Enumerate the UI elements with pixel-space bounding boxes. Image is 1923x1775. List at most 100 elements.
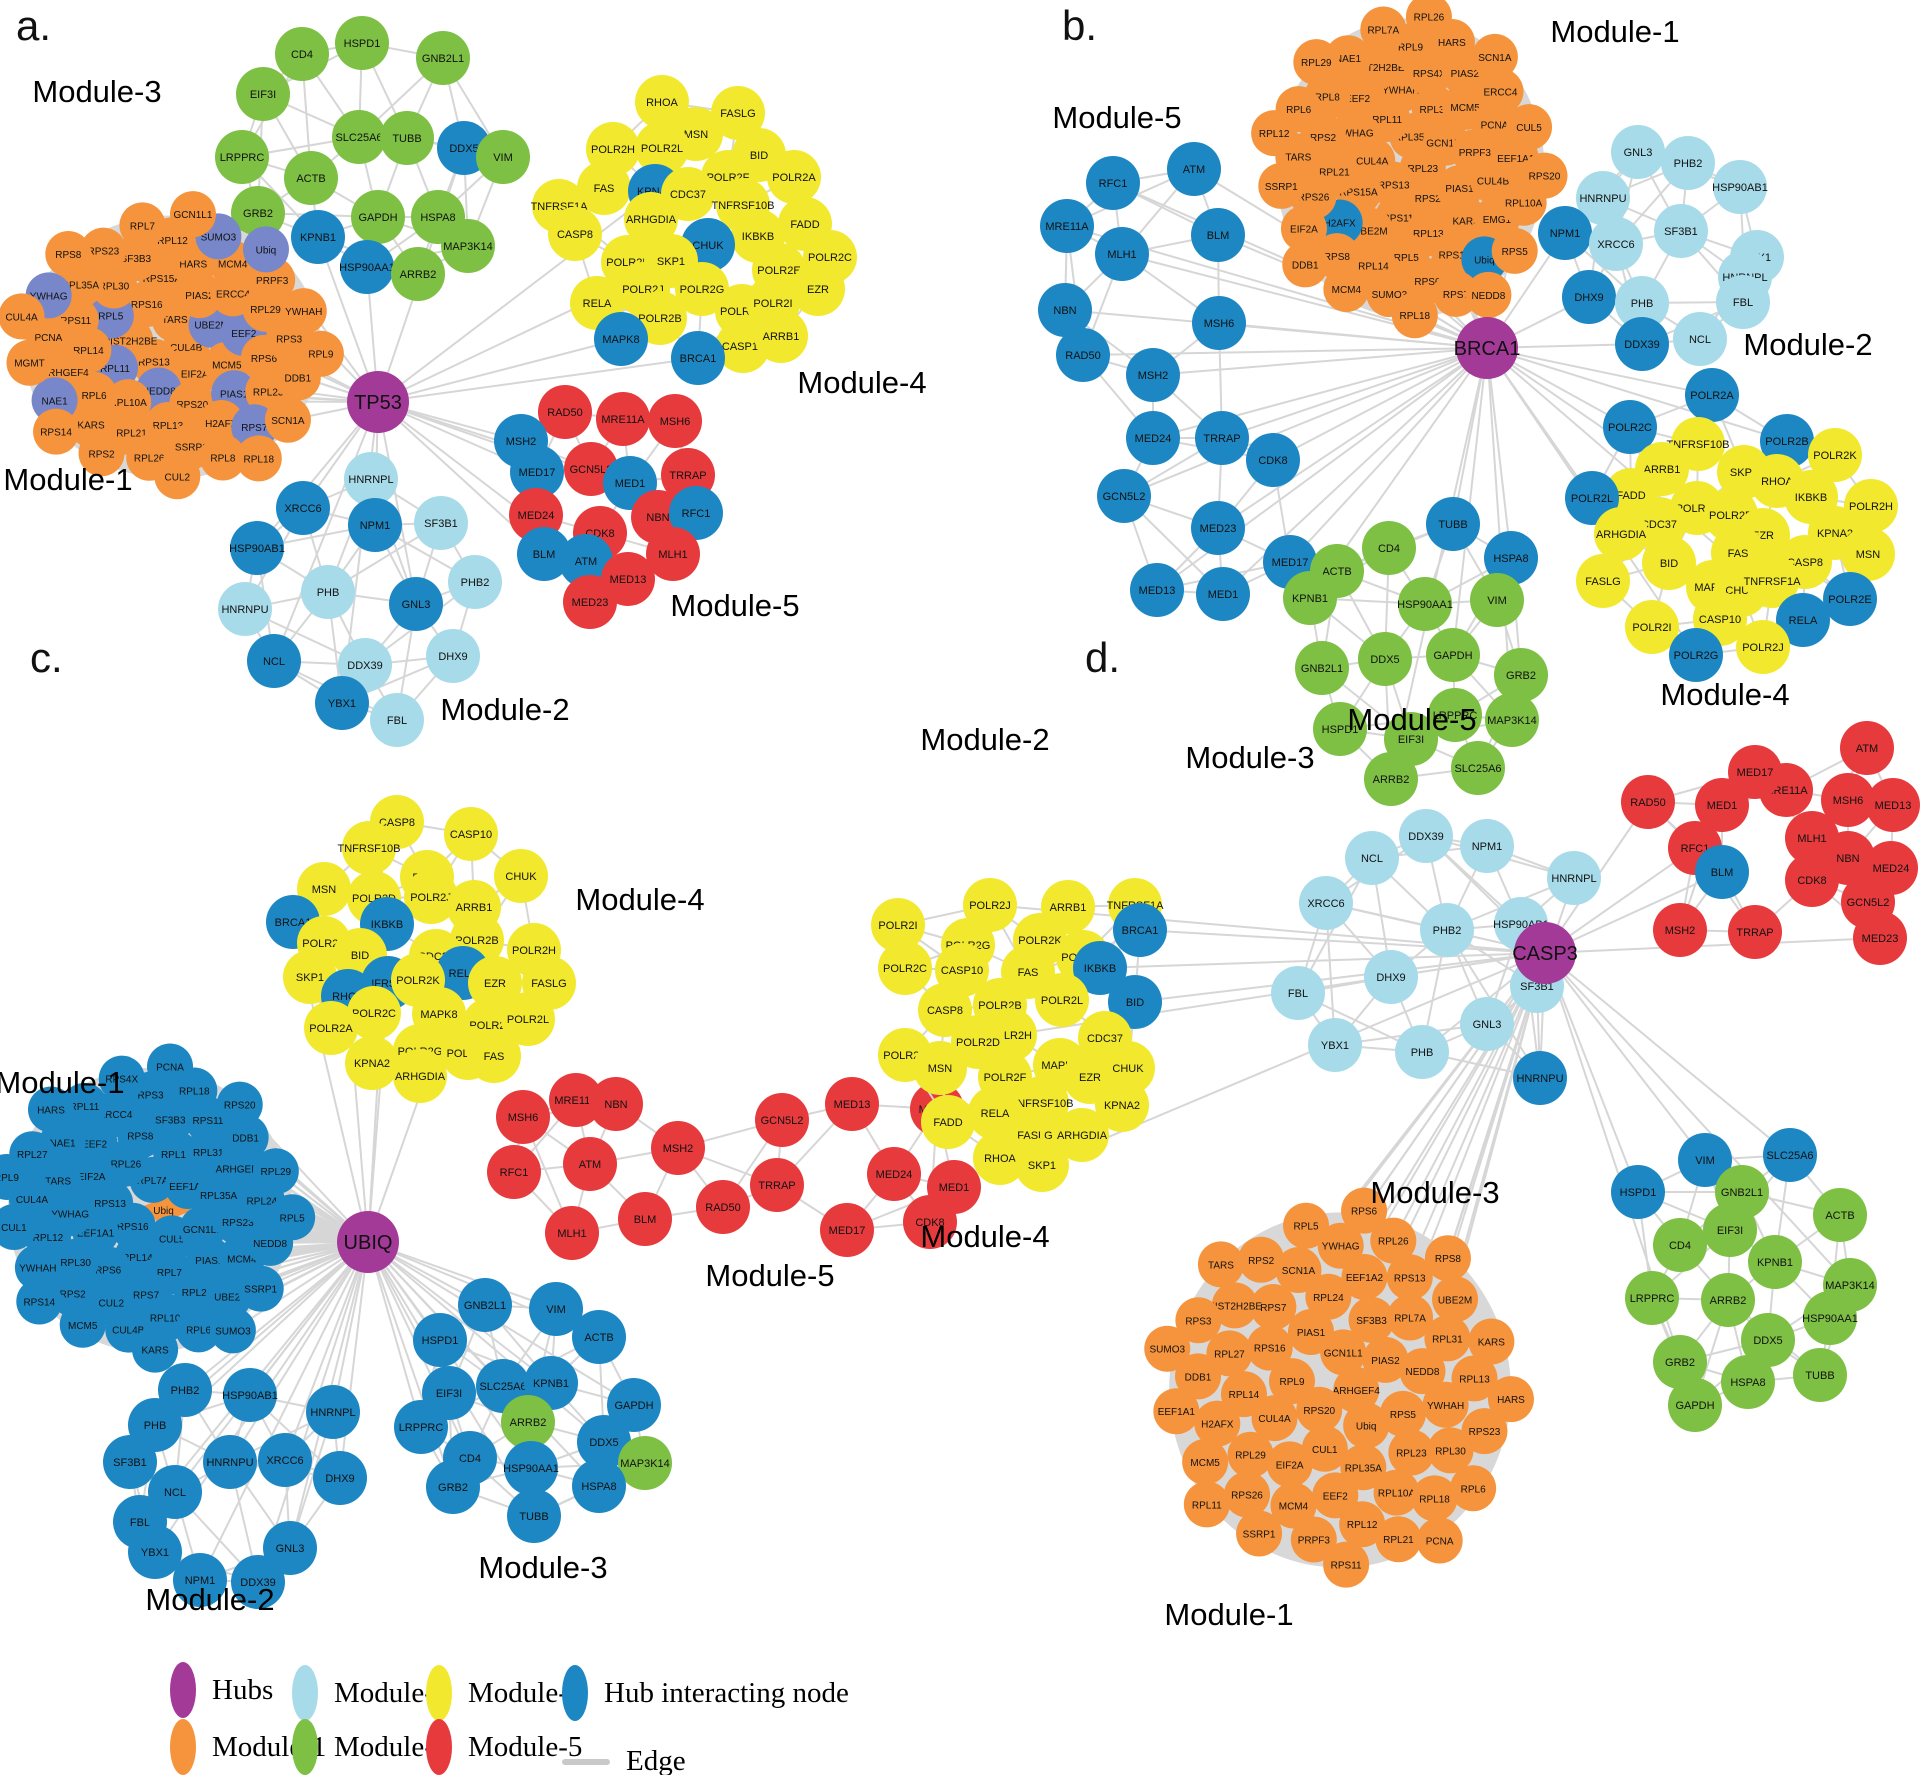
node-HNRNPU[interactable]: HNRNPU — [203, 1435, 257, 1489]
node-CUL2[interactable]: CUL2 — [154, 453, 201, 500]
node-DHX9[interactable]: DHX9 — [1364, 950, 1418, 1004]
node-RHOA[interactable]: RHOA — [635, 75, 689, 129]
node-ARHGEF4[interactable]: ARHGEF4 — [1333, 1367, 1381, 1413]
node-ARHGDIA[interactable]: ARHGDIA — [1055, 1108, 1109, 1162]
node-NEDD8[interactable]: NEDD8 — [1465, 271, 1512, 318]
node-POLR2G[interactable]: POLR2G — [675, 262, 729, 316]
node-ARRB2[interactable]: ARRB2 — [1364, 752, 1418, 806]
node-DDX5[interactable]: DDX5 — [1741, 1313, 1795, 1367]
node-TARS[interactable]: TARS — [1197, 1241, 1244, 1288]
node-BRCA1[interactable]: BRCA1 — [1113, 903, 1167, 957]
node-ARHGDIA[interactable]: ARHGDIA — [1594, 507, 1648, 561]
node-NCL[interactable]: NCL — [1673, 312, 1727, 366]
node-RPS16[interactable]: RPS16 — [1246, 1324, 1293, 1371]
node-ATM[interactable]: ATM — [1167, 142, 1221, 196]
node-MAP3K14[interactable]: MAP3K14 — [441, 219, 495, 273]
node-RPS26[interactable]: RPS26 — [1224, 1471, 1271, 1518]
node-RPL29[interactable]: RPL29 — [252, 1148, 299, 1195]
node-RPS6[interactable]: RPS6 — [1341, 1187, 1388, 1234]
node-EEF1A2[interactable]: EEF1A2 — [1341, 1254, 1388, 1301]
node-MLH1[interactable]: MLH1 — [646, 527, 700, 581]
node-GRB2[interactable]: GRB2 — [426, 1460, 480, 1514]
node-MCM5[interactable]: MCM5 — [59, 1301, 106, 1348]
node-MED24[interactable]: MED24 — [867, 1147, 921, 1201]
node-LRPPRC[interactable]: LRPPRC — [394, 1400, 448, 1454]
node-HSPA8[interactable]: HSPA8 — [572, 1459, 626, 1513]
node-BLM[interactable]: BLM — [517, 527, 571, 581]
node-ATM[interactable]: ATM — [559, 534, 613, 588]
node-HSP90AB1[interactable]: HSP90AB1 — [222, 1368, 278, 1422]
node-RAD50[interactable]: RAD50 — [538, 385, 592, 439]
node-MRE11A[interactable]: MRE11A — [1040, 199, 1094, 253]
node-MED23[interactable]: MED23 — [563, 575, 617, 629]
node-ARRB2[interactable]: ARRB2 — [501, 1395, 555, 1449]
node-BID[interactable]: BID — [1108, 975, 1162, 1029]
node-GCN5L2[interactable]: GCN5L2 — [755, 1093, 809, 1147]
node-RPL29[interactable]: RPL29 — [1293, 39, 1340, 86]
node-ARRB2[interactable]: ARRB2 — [1701, 1273, 1755, 1327]
node-RPL18[interactable]: RPL18 — [1391, 292, 1438, 339]
node-POLR2J[interactable]: POLR2J — [963, 878, 1017, 932]
node-PHB2[interactable]: PHB2 — [1661, 136, 1715, 190]
node-MSH2[interactable]: MSH2 — [1126, 348, 1180, 402]
node-NBN[interactable]: NBN — [1038, 283, 1092, 337]
node-HSP90AA1[interactable]: HSP90AA1 — [339, 240, 395, 294]
node-XRCC6[interactable]: XRCC6 — [258, 1433, 312, 1487]
node-ARHGDIA[interactable]: ARHGDIA — [624, 192, 678, 246]
node-MED1[interactable]: MED1 — [1695, 778, 1749, 832]
node-EZR[interactable]: EZR — [468, 956, 522, 1010]
node-BLM[interactable]: BLM — [1191, 208, 1245, 262]
node-SLC25A6[interactable]: SLC25A6 — [1451, 741, 1505, 795]
node-POLR2L[interactable]: POLR2L — [501, 992, 555, 1046]
node-CUL4A[interactable]: CUL4A — [0, 293, 45, 340]
node-MED13[interactable]: MED13 — [825, 1077, 879, 1131]
node-TUBB[interactable]: TUBB — [1793, 1348, 1847, 1402]
node-HARS[interactable]: HARS — [27, 1086, 74, 1133]
node-MED17[interactable]: MED17 — [820, 1203, 874, 1257]
node-SCN1A[interactable]: SCN1A — [264, 396, 311, 443]
node-NBN[interactable]: NBN — [589, 1077, 643, 1131]
node-RPL26[interactable]: RPL26 — [1405, 0, 1452, 40]
node-RPS13[interactable]: RPS13 — [1386, 1254, 1433, 1301]
node-MAPK8[interactable]: MAPK8 — [594, 312, 648, 366]
node-GRB2[interactable]: GRB2 — [231, 186, 285, 240]
node-SUMO3[interactable]: SUMO3 — [209, 1307, 256, 1354]
node-RAD50[interactable]: RAD50 — [1056, 328, 1110, 382]
node-YBX1[interactable]: YBX1 — [128, 1525, 182, 1579]
node-FAS[interactable]: FAS — [577, 161, 631, 215]
node-RPL14[interactable]: RPL14 — [1220, 1371, 1267, 1418]
node-ARRB1[interactable]: ARRB1 — [754, 309, 808, 363]
node-HNRNPL[interactable]: HNRNPL — [306, 1385, 360, 1439]
node-RHOA[interactable]: RHOA — [973, 1131, 1027, 1185]
node-MSN[interactable]: MSN — [1841, 527, 1895, 581]
node-HSPD1[interactable]: HSPD1 — [335, 16, 389, 70]
node-RPS14[interactable]: RPS14 — [16, 1278, 63, 1325]
node-PHB[interactable]: PHB — [1395, 1025, 1449, 1079]
node-NPM1[interactable]: NPM1 — [1460, 819, 1514, 873]
node-GNL3[interactable]: GNL3 — [1460, 997, 1514, 1051]
node-XRCC6[interactable]: XRCC6 — [1589, 217, 1643, 271]
node-BLM[interactable]: BLM — [1695, 845, 1749, 899]
node-VIM[interactable]: VIM — [529, 1282, 583, 1336]
node-GNL3[interactable]: GNL3 — [1611, 125, 1665, 179]
node-RPS23[interactable]: RPS23 — [80, 227, 127, 274]
node-EIF2A[interactable]: EIF2A — [1266, 1441, 1313, 1488]
node-RPL31[interactable]: RPL31 — [1424, 1315, 1471, 1362]
node-GAPDH[interactable]: GAPDH — [351, 190, 405, 244]
node-KPNA2[interactable]: KPNA2 — [1095, 1078, 1149, 1132]
node-RELA[interactable]: RELA — [1776, 593, 1830, 647]
node-RPS14[interactable]: RPS14 — [33, 408, 80, 455]
node-RPL6[interactable]: RPL6 — [175, 1306, 222, 1353]
node-MSN[interactable]: MSN — [913, 1041, 967, 1095]
node-NCL[interactable]: NCL — [148, 1465, 202, 1519]
node-FBL[interactable]: FBL — [1271, 966, 1325, 1020]
node-RPS7[interactable]: RPS7 — [1432, 270, 1479, 317]
node-SF3B3[interactable]: SF3B3 — [1348, 1296, 1395, 1343]
node-TNFRSF10B[interactable]: TNFRSF10B — [338, 821, 401, 875]
node-ERCC4[interactable]: ERCC4 — [1477, 68, 1524, 115]
node-KPNB1[interactable]: KPNB1 — [1748, 1235, 1802, 1289]
node-SSRP1[interactable]: SSRP1 — [237, 1265, 284, 1312]
node-MED17[interactable]: MED17 — [1728, 745, 1782, 799]
node-PHB2[interactable]: PHB2 — [1420, 903, 1474, 957]
node-RPS20[interactable]: RPS20 — [216, 1081, 263, 1128]
